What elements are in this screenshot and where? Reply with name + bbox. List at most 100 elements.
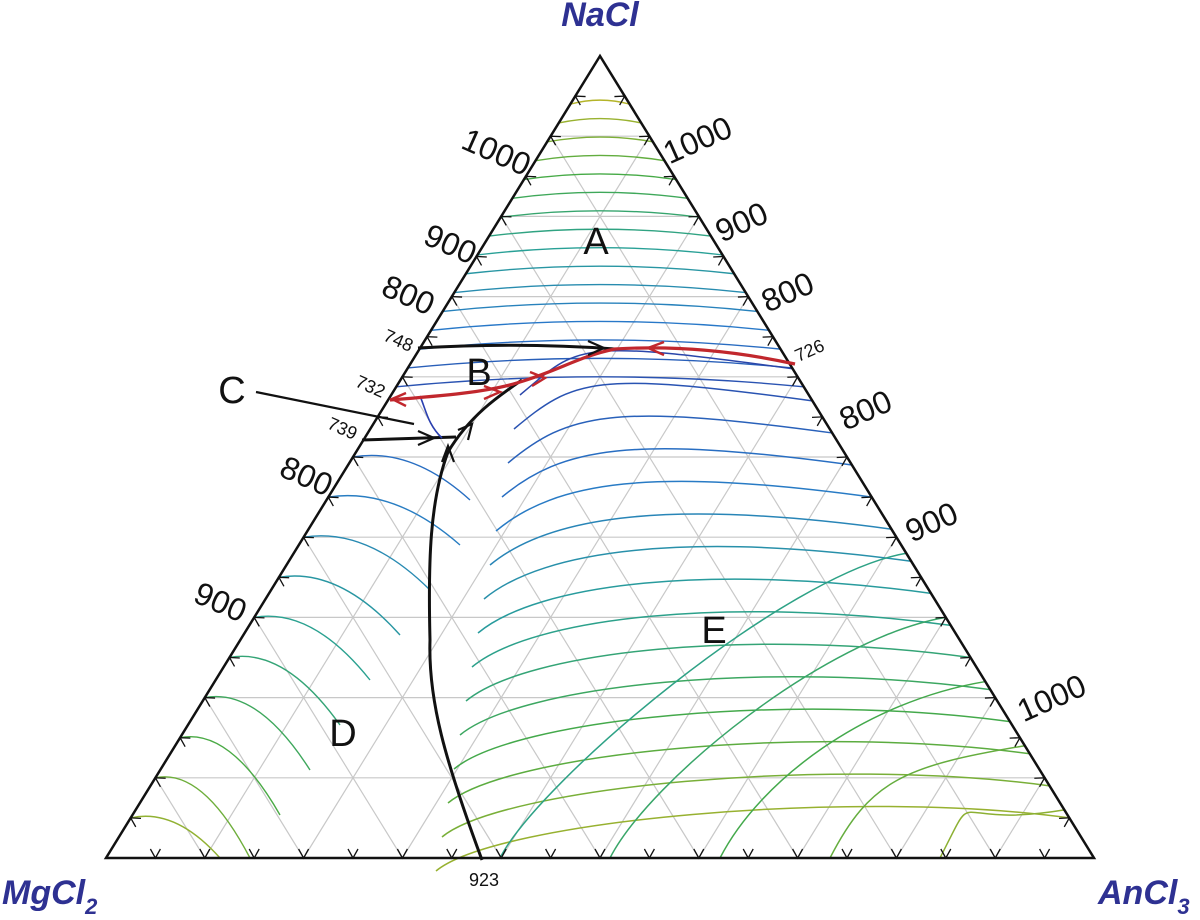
grid-line xyxy=(994,777,1046,859)
grid-line xyxy=(550,135,996,859)
grid-line xyxy=(204,135,650,859)
tick-mark xyxy=(989,848,1001,860)
tick-mark xyxy=(248,848,260,860)
isotherm-line xyxy=(471,610,951,668)
isotherm-line xyxy=(495,480,872,532)
arrow-marker xyxy=(529,370,548,388)
tick-mark xyxy=(792,848,804,860)
vertex-label-mgcl2-main: MgCl xyxy=(2,874,87,912)
tick-mark xyxy=(425,335,438,346)
isotherm-line xyxy=(328,494,461,546)
point-label-732: 732 xyxy=(353,371,389,401)
isotherm-line xyxy=(570,99,630,105)
point-label-726: 726 xyxy=(792,335,828,365)
tick-mark xyxy=(841,848,853,860)
isotherm-line xyxy=(396,376,804,388)
tick-mark xyxy=(347,848,359,860)
grid-line xyxy=(303,216,700,859)
grid-line xyxy=(797,617,947,859)
isotherm-line xyxy=(547,136,653,143)
isotherm-line xyxy=(500,210,700,218)
tick-mark xyxy=(643,848,655,860)
isotherm-line xyxy=(558,117,642,124)
isotherm-line xyxy=(499,552,907,859)
vertex-label-mgcl2-sub: 2 xyxy=(84,894,98,919)
isotherm-line xyxy=(459,675,991,736)
isotherm-line xyxy=(229,655,341,726)
isotherm-line xyxy=(278,575,401,636)
ternary-grid xyxy=(154,135,1046,859)
isotherm-line xyxy=(155,776,251,859)
tick-mark xyxy=(545,848,557,860)
isotherm-line xyxy=(430,320,770,331)
vertex-label-nacl: NaCl xyxy=(561,0,640,34)
tick-mark xyxy=(1039,848,1051,860)
vertex-label-ancl3-sub: 3 xyxy=(1177,894,1189,919)
region-label-b: B xyxy=(466,352,491,394)
tick-mark xyxy=(178,736,191,747)
isotherm-line xyxy=(204,695,311,771)
isotherm-line xyxy=(435,805,1070,872)
isotherm-line xyxy=(507,415,833,464)
vertex-label-ancl3: AnCl3 xyxy=(1097,874,1190,919)
isotherm-line xyxy=(512,191,688,200)
grid-line xyxy=(154,777,206,859)
tick-mark xyxy=(594,848,606,860)
arrow-marker xyxy=(457,422,474,441)
region-label-a: A xyxy=(583,221,609,263)
region-label-d: D xyxy=(329,713,356,755)
arrow-marker xyxy=(440,442,456,463)
isotherm-label: 1000 xyxy=(1012,667,1092,729)
tick-mark xyxy=(298,848,310,860)
isotherm-line xyxy=(465,265,735,275)
isotherm-line xyxy=(130,815,221,859)
tick-mark xyxy=(396,848,408,860)
isotherm-line xyxy=(454,283,746,294)
point-label-748: 748 xyxy=(381,325,417,355)
point-label-739: 739 xyxy=(325,413,361,443)
tick-mark xyxy=(910,576,923,587)
arrow-marker xyxy=(389,391,407,408)
point-label-923: 923 xyxy=(469,870,499,890)
isotherm-line xyxy=(407,357,793,369)
isotherm-line xyxy=(829,744,1025,859)
grid-line xyxy=(253,617,403,859)
isotherm-label: 1000 xyxy=(457,121,537,183)
isotherm-line xyxy=(719,680,986,859)
tick-mark xyxy=(890,848,902,860)
isotherm-label: 900 xyxy=(189,575,252,630)
tick-mark xyxy=(713,255,725,266)
isotherm-lines xyxy=(130,99,1070,872)
tick-mark xyxy=(446,848,458,860)
tick-mark xyxy=(277,576,290,587)
tick-mark xyxy=(693,848,705,860)
isotherm-line xyxy=(352,454,471,501)
isotherm-line xyxy=(609,616,946,859)
tick-mark xyxy=(811,416,824,427)
vertex-label-ancl3-main: AnCl xyxy=(1097,874,1179,912)
isotherm-label: 800 xyxy=(756,265,819,320)
tick-mark xyxy=(149,848,161,860)
isotherm-line xyxy=(501,448,853,498)
isotherm-line xyxy=(477,246,723,256)
isotherm-line xyxy=(453,708,1011,770)
boundary-curve-a-b xyxy=(417,343,616,351)
tick-mark xyxy=(1058,817,1071,828)
tick-mark xyxy=(228,656,240,667)
isotherm-line xyxy=(465,643,971,702)
isotherm-line xyxy=(477,578,932,634)
isotherm-line xyxy=(447,740,1030,804)
tick-mark xyxy=(199,848,211,860)
grid-line xyxy=(599,456,848,859)
isotherm-line xyxy=(535,154,665,162)
tick-mark xyxy=(327,496,339,507)
isotherm-label: 900 xyxy=(900,495,963,550)
isotherm-line xyxy=(489,228,711,237)
vertex-label-mgcl2: MgCl2 xyxy=(2,874,98,919)
tick-mark xyxy=(762,335,775,346)
tick-mark xyxy=(129,817,142,828)
arrow-marker xyxy=(644,340,665,357)
isotherm-label: 800 xyxy=(834,383,897,438)
isotherm-label: 900 xyxy=(710,195,773,250)
isotherm-line xyxy=(303,535,431,591)
